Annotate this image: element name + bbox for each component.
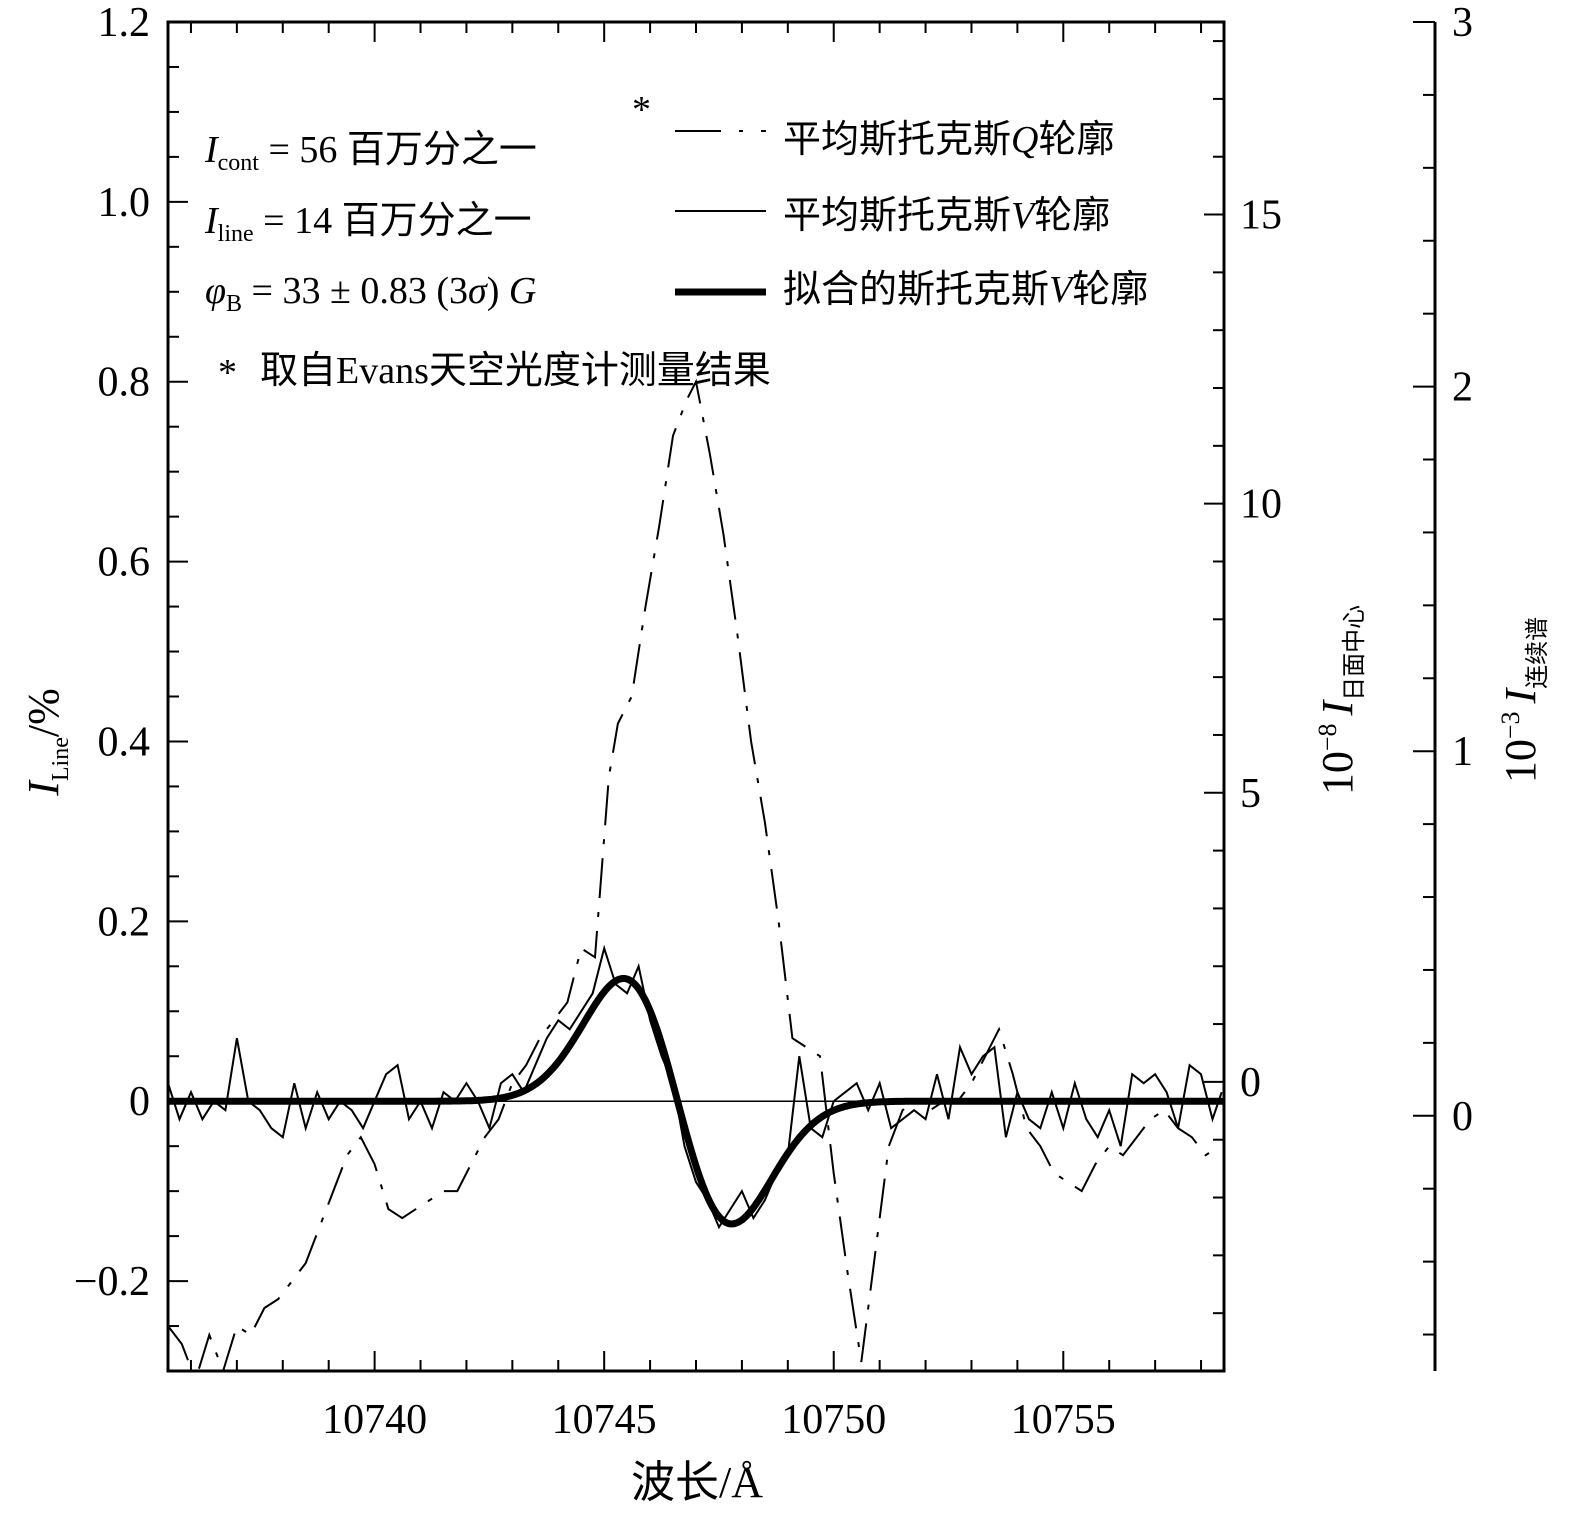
- y-axis-title: ILine/%: [19, 688, 74, 797]
- y-tick-label: 0: [129, 1079, 150, 1125]
- y-tick-label: 1.0: [98, 180, 151, 226]
- series-layer: [168, 378, 1224, 1371]
- y3-axis-title: 10−3I连续谱: [1496, 617, 1551, 783]
- y-tick-label: −0.2: [74, 1259, 150, 1305]
- icont-annotation: Icont = 56 百万分之一: [204, 129, 537, 176]
- y3-tick-label: 3: [1452, 0, 1473, 46]
- footnote-annotation: 取自Evans天空光度计测量结果: [260, 350, 771, 392]
- x-axis-title: 波长/Å: [631, 1458, 763, 1507]
- x-tick-label: 10755: [1011, 1397, 1116, 1443]
- y2-tick-label: 5: [1240, 771, 1261, 817]
- legend: 平均斯托克斯Q轮廓 平均斯托克斯V轮廓 拟合的斯托克斯V轮廓: [675, 119, 1148, 311]
- y3-tick-label: 1: [1452, 729, 1473, 775]
- series-line-fitted-v: [168, 975, 1224, 1228]
- y-tick-label: 0.4: [98, 719, 151, 765]
- footnote-asterisk: *: [218, 352, 237, 394]
- legend-label-fit: 拟合的斯托克斯V轮廓: [783, 269, 1148, 311]
- y2-tick-label: 10: [1240, 482, 1282, 528]
- legend-label-v: 平均斯托克斯V轮廓: [783, 195, 1110, 237]
- y-tick-label: 0.2: [98, 899, 151, 945]
- x-tick-label: 10750: [781, 1397, 886, 1443]
- series-line-stokes-v: [168, 944, 1223, 1230]
- y-tick-label: 0.6: [98, 540, 151, 586]
- y3-tick-label: 2: [1452, 365, 1473, 411]
- legend-label-q: 平均斯托克斯Q轮廓: [783, 119, 1114, 161]
- y2-axis-title: 10−8I日面中心: [1313, 605, 1368, 795]
- y2-tick-label: 0: [1240, 1060, 1261, 1106]
- phib-annotation: φB = 33 ± 0.83 (3σ) G: [205, 270, 536, 317]
- y-tick-label: 0.8: [98, 360, 151, 406]
- x-tick-label: 10740: [322, 1397, 427, 1443]
- y-tick-label: 1.2: [98, 0, 151, 46]
- y2-tick-label: 15: [1240, 193, 1282, 239]
- legend-asterisk: *: [632, 89, 651, 131]
- x-tick-label: 10745: [552, 1397, 657, 1443]
- series-line-stokes-q: [168, 378, 1220, 1371]
- axes-layer: 10740 10745 10750 10755 −0.2 0 0.2 0.4 0.6 0.8 1.0…: [74, 0, 1473, 1443]
- y3-tick-label: 0: [1452, 1094, 1473, 1140]
- iline-annotation: Iline = 14 百万分之一: [204, 200, 532, 247]
